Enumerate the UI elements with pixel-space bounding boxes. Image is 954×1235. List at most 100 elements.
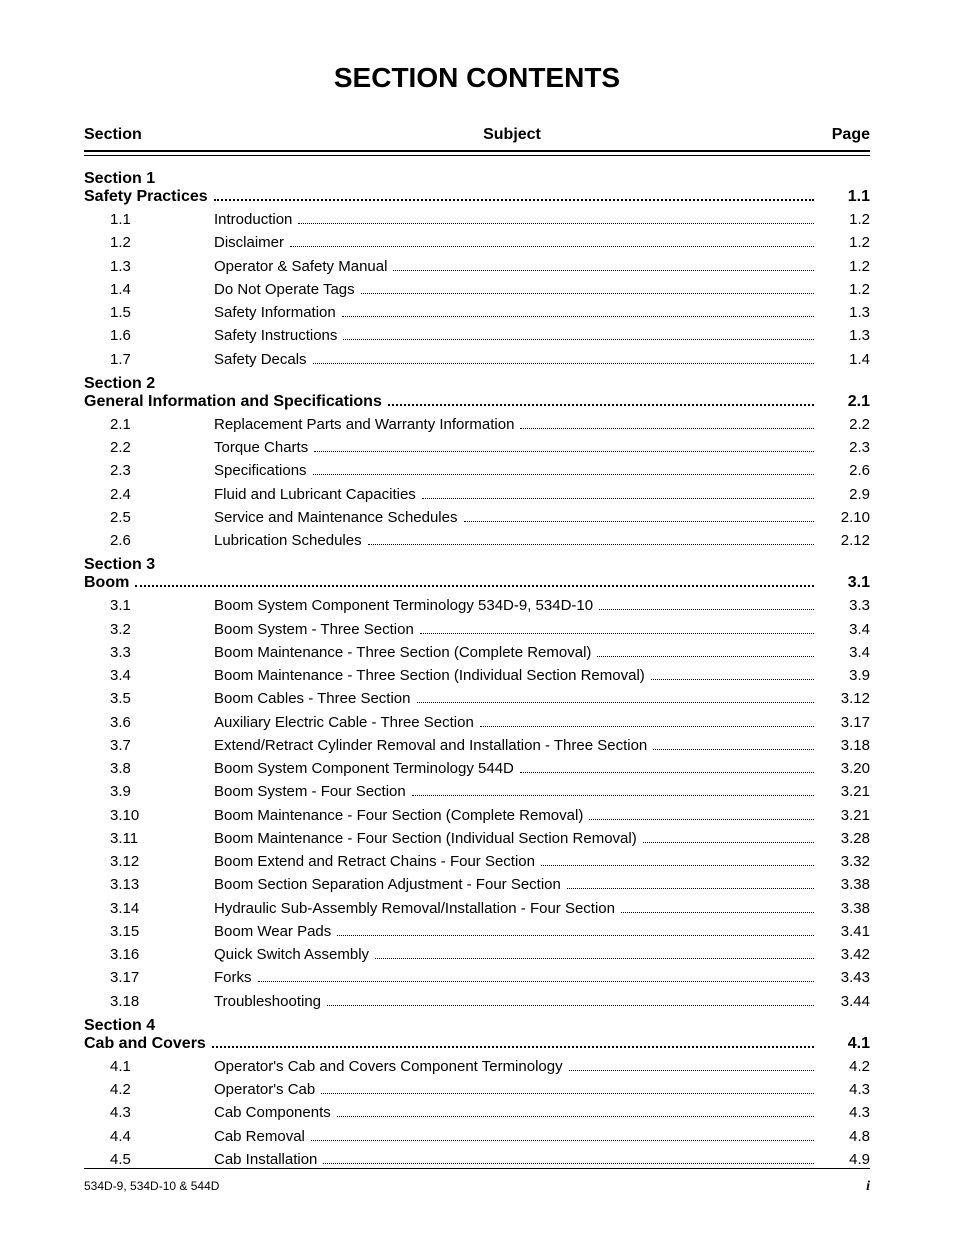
toc-label: Boom Maintenance - Four Section (Complet… <box>214 804 583 827</box>
leader-dots <box>643 842 814 843</box>
toc-page: 3.3 <box>820 594 870 617</box>
toc-number: 4.3 <box>84 1101 214 1124</box>
toc-number: 2.4 <box>84 483 214 506</box>
toc-page: 3.21 <box>820 780 870 803</box>
toc-row: 1.5Safety Information1.3 <box>84 301 870 324</box>
toc-row: 4.4Cab Removal4.8 <box>84 1125 870 1148</box>
leader-dots <box>361 293 814 294</box>
toc-label: Torque Charts <box>214 436 308 459</box>
page-title: SECTION CONTENTS <box>84 62 870 94</box>
leader-dots <box>290 246 814 247</box>
toc-row: 1.4Do Not Operate Tags1.2 <box>84 278 870 301</box>
leader-dots <box>651 679 814 680</box>
leader-dots <box>520 428 814 429</box>
leader-dots <box>321 1093 814 1094</box>
toc-page: 1.4 <box>820 348 870 371</box>
header-rule <box>84 150 870 156</box>
leader-dots <box>621 912 814 913</box>
toc-label: Boom Maintenance - Four Section (Individ… <box>214 827 637 850</box>
toc-number: 1.5 <box>84 301 214 324</box>
toc-row: 3.2Boom System - Three Section3.4 <box>84 618 870 641</box>
toc-row: 3.12Boom Extend and Retract Chains - Fou… <box>84 850 870 873</box>
section-page: 3.1 <box>820 574 870 592</box>
leader-dots <box>569 1070 814 1071</box>
toc-number: 3.18 <box>84 990 214 1013</box>
toc-row: 3.1Boom System Component Terminology 534… <box>84 594 870 617</box>
leader-dots <box>343 339 814 340</box>
toc-label: Troubleshooting <box>214 990 321 1013</box>
toc-page: 3.20 <box>820 757 870 780</box>
toc-page: 4.2 <box>820 1055 870 1078</box>
leader-dots <box>480 726 814 727</box>
toc-label: Safety Decals <box>214 348 307 371</box>
toc-row: 2.2Torque Charts 2.3 <box>84 436 870 459</box>
toc-label: Do Not Operate Tags <box>214 278 355 301</box>
leader-dots <box>597 656 814 657</box>
col-page: Page <box>810 126 870 144</box>
toc-row: 4.2Operator's Cab4.3 <box>84 1078 870 1101</box>
toc-label: Operator's Cab <box>214 1078 315 1101</box>
toc-page: 2.2 <box>820 413 870 436</box>
section-title: Safety Practices <box>84 188 208 206</box>
toc-number: 3.17 <box>84 966 214 989</box>
toc-page: 3.21 <box>820 804 870 827</box>
toc-label: Operator's Cab and Covers Component Term… <box>214 1055 563 1078</box>
section-head: Section 3 <box>84 556 870 574</box>
leader-dots <box>520 772 814 773</box>
toc-label: Disclaimer <box>214 231 284 254</box>
footer-page-number: i <box>866 1179 870 1195</box>
toc-page: 3.9 <box>820 664 870 687</box>
toc-label: Boom Section Separation Adjustment - Fou… <box>214 873 561 896</box>
leader-dots <box>388 404 814 406</box>
toc-row: 2.5Service and Maintenance Schedules2.10 <box>84 506 870 529</box>
toc-page: 3.43 <box>820 966 870 989</box>
toc-number: 3.11 <box>84 827 214 850</box>
toc-number: 1.7 <box>84 348 214 371</box>
leader-dots <box>541 865 814 866</box>
leader-dots <box>412 795 814 796</box>
toc-page: 1.3 <box>820 324 870 347</box>
leader-dots <box>135 585 814 587</box>
toc-number: 2.2 <box>84 436 214 459</box>
toc-page: 3.28 <box>820 827 870 850</box>
toc-page: 2.12 <box>820 529 870 552</box>
toc-number: 4.2 <box>84 1078 214 1101</box>
toc-label: Boom System Component Terminology 544D <box>214 757 514 780</box>
toc-number: 1.3 <box>84 255 214 278</box>
toc-number: 2.3 <box>84 459 214 482</box>
toc-page: 3.32 <box>820 850 870 873</box>
toc-number: 2.6 <box>84 529 214 552</box>
toc-page: 1.3 <box>820 301 870 324</box>
toc-page: 2.3 <box>820 436 870 459</box>
leader-dots <box>258 981 815 982</box>
toc-row: 3.18Troubleshooting3.44 <box>84 990 870 1013</box>
section-title-row: Safety Practices1.1 <box>84 188 870 206</box>
toc-page: 3.12 <box>820 687 870 710</box>
toc-row: 4.1Operator's Cab and Covers Component T… <box>84 1055 870 1078</box>
leader-dots <box>393 270 814 271</box>
col-subject: Subject <box>214 126 810 144</box>
toc-label: Operator & Safety Manual <box>214 255 387 278</box>
toc-label: Auxiliary Electric Cable - Three Section <box>214 711 474 734</box>
toc-row: 3.17Forks3.43 <box>84 966 870 989</box>
toc-label: Boom Extend and Retract Chains - Four Se… <box>214 850 535 873</box>
section-page: 4.1 <box>820 1035 870 1053</box>
leader-dots <box>342 316 814 317</box>
toc-label: Lubrication Schedules <box>214 529 362 552</box>
section-title: Boom <box>84 574 129 592</box>
section-title-row: General Information and Specifications2.… <box>84 393 870 411</box>
section-page: 2.1 <box>820 393 870 411</box>
leader-dots <box>337 1116 814 1117</box>
leader-dots <box>313 363 814 364</box>
toc-page: 3.4 <box>820 618 870 641</box>
toc-row: 2.1Replacement Parts and Warranty Inform… <box>84 413 870 436</box>
toc-row: 3.9Boom System - Four Section3.21 <box>84 780 870 803</box>
toc-page: 3.17 <box>820 711 870 734</box>
toc-label: Specifications <box>214 459 307 482</box>
toc-label: Boom Cables - Three Section <box>214 687 411 710</box>
section-title: Cab and Covers <box>84 1035 206 1053</box>
toc-label: Boom Maintenance - Three Section (Indivi… <box>214 664 645 687</box>
toc-row: 2.6Lubrication Schedules 2.12 <box>84 529 870 552</box>
section-head: Section 1 <box>84 170 870 188</box>
toc-page: 3.38 <box>820 897 870 920</box>
